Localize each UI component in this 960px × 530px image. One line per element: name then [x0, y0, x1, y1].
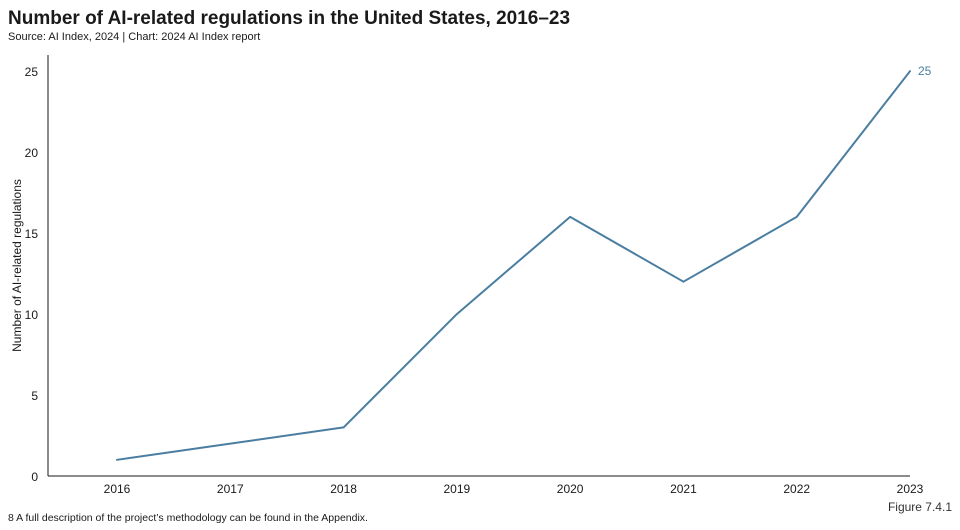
x-tick-label: 2019 — [444, 482, 471, 496]
chart-title: Number of AI-related regulations in the … — [8, 8, 571, 29]
x-tick-label: 2016 — [104, 482, 131, 496]
y-axis-title: Number of AI-related regulations — [10, 179, 24, 352]
x-tick-label: 2021 — [670, 482, 697, 496]
y-tick-label: 10 — [25, 308, 39, 322]
chart-source: Source: AI Index, 2024 | Chart: 2024 AI … — [8, 31, 261, 43]
y-tick-label: 5 — [31, 389, 38, 403]
x-tick-label: 2017 — [217, 482, 244, 496]
x-tick-label: 2020 — [557, 482, 584, 496]
figure-label: Figure 7.4.1 — [887, 500, 952, 514]
x-tick-label: 2023 — [897, 482, 924, 496]
y-tick-label: 20 — [25, 146, 39, 160]
footnote: 8 A full description of the project’s me… — [8, 512, 368, 524]
data-labels: 25 — [918, 64, 932, 78]
data-label: 25 — [918, 64, 932, 78]
x-axis-ticks: 2016 2017 2018 2019 2020 2021 2022 2023 — [104, 482, 924, 496]
x-tick-label: 2018 — [330, 482, 357, 496]
series-group — [116, 70, 911, 461]
y-axis-ticks: 0 5 10 15 20 25 — [25, 65, 39, 484]
x-tick-label: 2022 — [783, 482, 810, 496]
y-tick-label: 0 — [31, 470, 38, 484]
y-tick-label: 15 — [25, 227, 39, 241]
y-tick-label: 25 — [25, 65, 39, 79]
series-line — [116, 70, 911, 461]
